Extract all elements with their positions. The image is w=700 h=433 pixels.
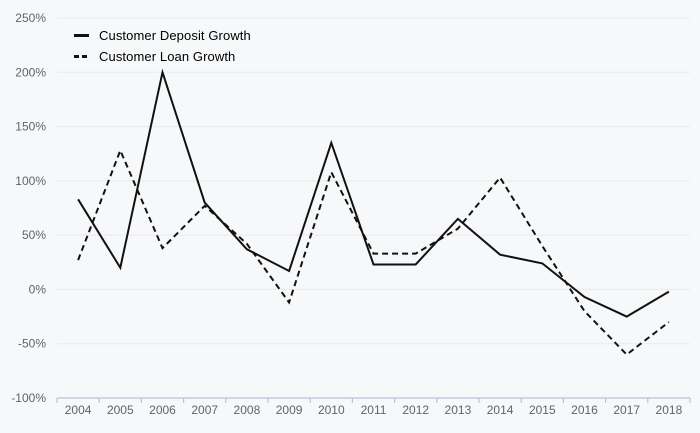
y-tick-label: 250% bbox=[15, 11, 46, 25]
y-tick-label: 0% bbox=[29, 282, 47, 296]
legend-label-deposit-growth: Customer Deposit Growth bbox=[99, 27, 251, 43]
x-tick-label: 2017 bbox=[613, 403, 640, 417]
x-tick-label: 2009 bbox=[276, 403, 303, 417]
x-tick-label: 2008 bbox=[234, 403, 261, 417]
x-tick-label: 2015 bbox=[529, 403, 556, 417]
y-tick-label: 50% bbox=[22, 228, 46, 242]
x-tick-label: 2007 bbox=[191, 403, 218, 417]
x-tick-label: 2018 bbox=[656, 403, 683, 417]
chart-legend: Customer Deposit Growth Customer Loan Gr… bbox=[73, 25, 251, 66]
y-tick-label: -50% bbox=[18, 337, 46, 351]
dashed-line-swatch-icon bbox=[74, 54, 89, 58]
x-tick-label: 2016 bbox=[571, 403, 598, 417]
legend-item-loan-growth: Customer Loan Growth bbox=[73, 46, 251, 66]
x-tick-label: 2011 bbox=[361, 403, 387, 417]
legend-item-deposit-growth: Customer Deposit Growth bbox=[73, 25, 251, 45]
x-tick-label: 2012 bbox=[402, 403, 429, 417]
solid-line-swatch-icon bbox=[74, 33, 89, 37]
x-tick-label: 2004 bbox=[65, 403, 92, 417]
legend-label-loan-growth: Customer Loan Growth bbox=[99, 48, 236, 64]
x-tick-label: 2006 bbox=[149, 403, 176, 417]
y-tick-label: 200% bbox=[15, 65, 46, 79]
x-tick-label: 2014 bbox=[487, 403, 514, 417]
y-tick-label: -100% bbox=[11, 391, 46, 405]
y-tick-label: 100% bbox=[15, 174, 46, 188]
x-tick-label: 2005 bbox=[107, 403, 134, 417]
series-line-0-solid bbox=[77, 68, 670, 318]
x-tick-label: 2013 bbox=[445, 403, 472, 417]
series-line-1-dashed bbox=[77, 147, 670, 356]
y-tick-label: 150% bbox=[15, 120, 46, 134]
x-tick-label: 2010 bbox=[318, 403, 345, 417]
